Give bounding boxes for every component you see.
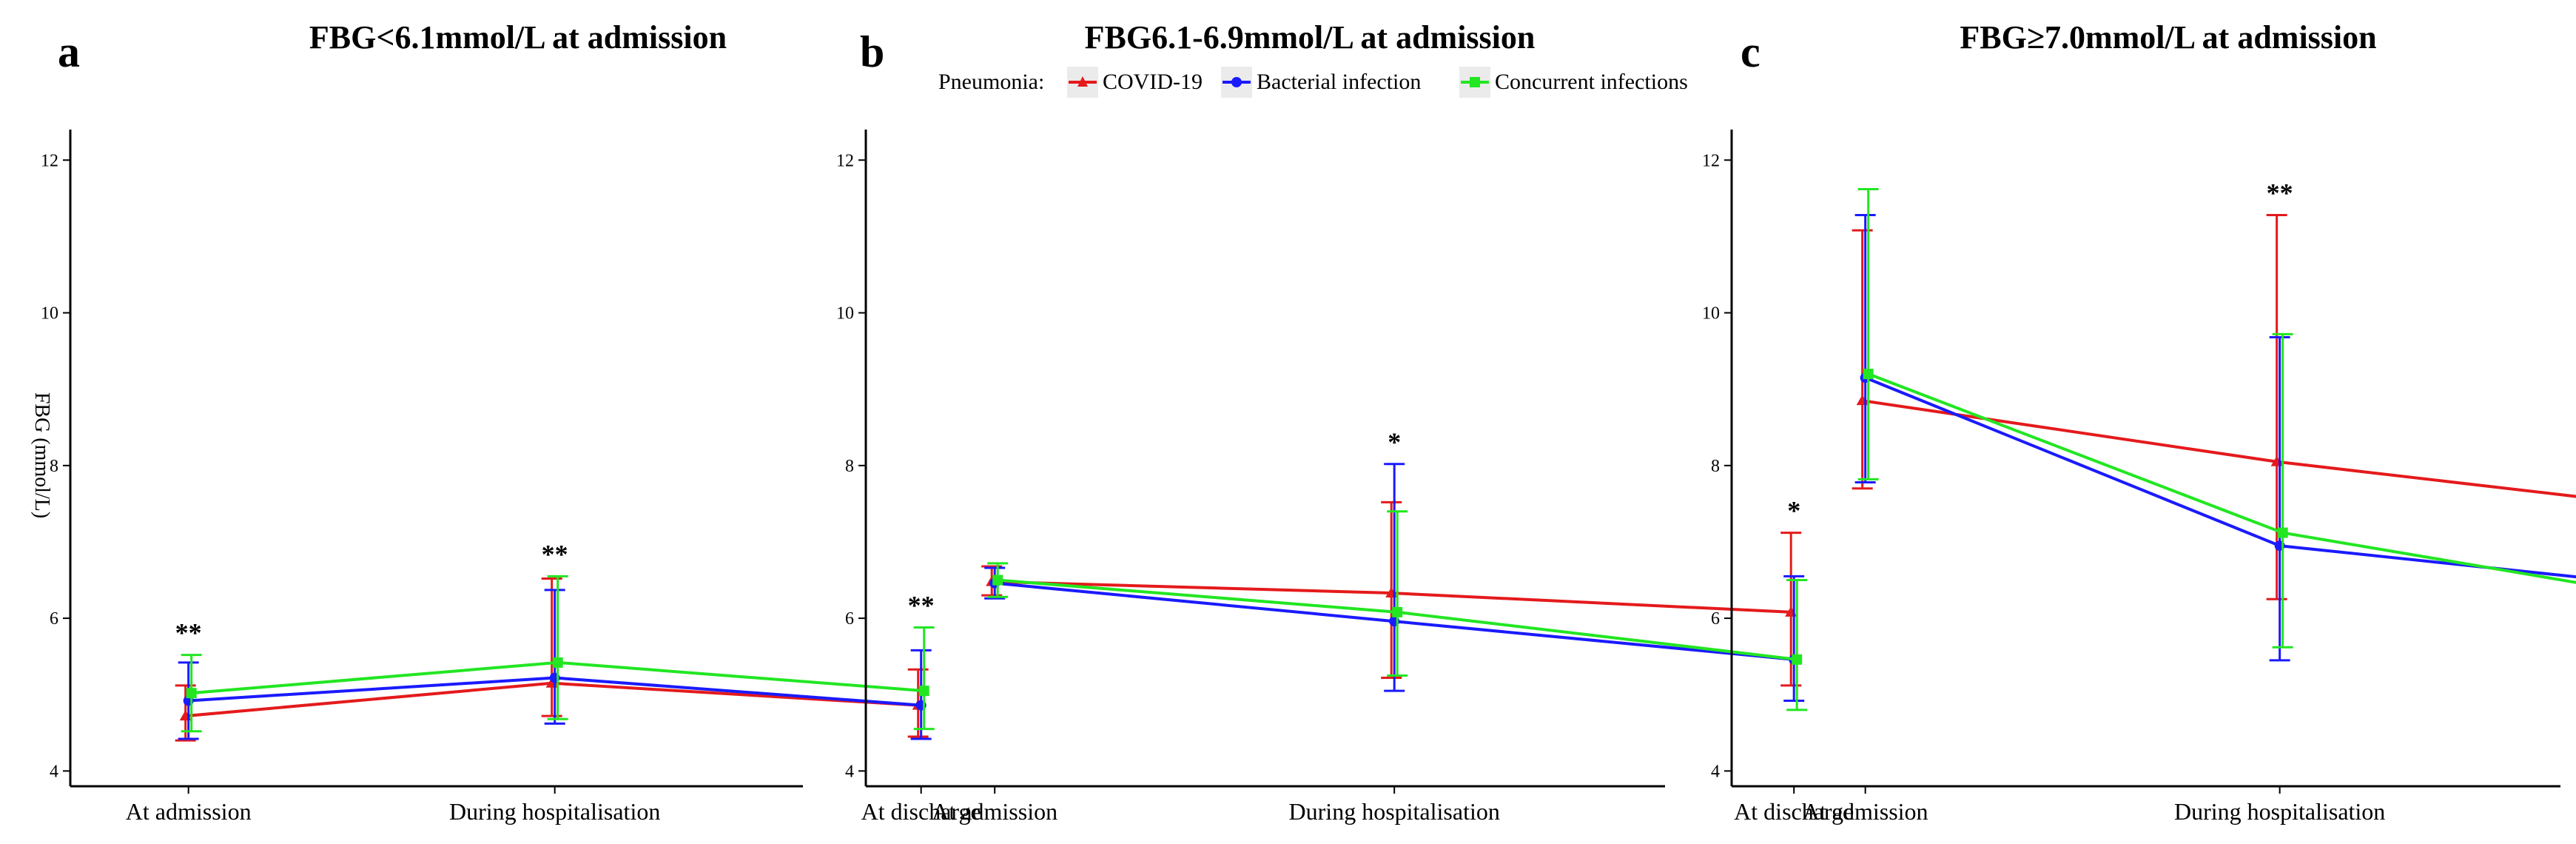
- legend-entry-concurrent: Concurrent infections: [1495, 70, 1688, 94]
- legend-title: Pneumonia:: [938, 70, 1044, 94]
- y-tick-label: 12: [41, 151, 58, 170]
- x-tick-label: At admission: [932, 798, 1057, 825]
- y-tick-label: 8: [1711, 457, 1720, 476]
- legend-entry-bacterial: Bacterial infection: [1257, 70, 1421, 94]
- panels: FBG<6.1mmol/L at admission a 4 6 8 10 12 At adm…: [41, 19, 2576, 825]
- panel-title: FBG6.1-6.9mmol/L at admission: [1085, 19, 1536, 56]
- x-tick-label: During hospitalisation: [1289, 798, 1500, 825]
- legend-key-concurrent-marker: [1470, 77, 1480, 87]
- data-point: [552, 657, 563, 668]
- panel-c: FBG≥7.0mmol/L at admission c 4 6 8 10 12 At adm…: [1702, 19, 2576, 825]
- data-point: [186, 688, 197, 699]
- series-covid-19: [1852, 214, 2576, 600]
- y-tick-label: 10: [1702, 304, 1720, 324]
- series-concurrent-infections: [987, 510, 1808, 711]
- y-tick-label: 6: [50, 609, 58, 629]
- significance-marker: *: [1388, 427, 1401, 457]
- legend-key-bacterial-marker: [1231, 77, 1242, 87]
- x-tick-label: At admission: [1803, 798, 1928, 825]
- x-tick-label: During hospitalisation: [449, 798, 660, 825]
- x-tick-label: At admission: [126, 798, 252, 825]
- y-tick-label: 8: [50, 457, 58, 476]
- y-tick-label: 12: [1702, 151, 1720, 170]
- legend-entry-covid: COVID-19: [1103, 70, 1203, 94]
- x-tick-label: During hospitalisation: [2174, 798, 2385, 825]
- panel-a: FBG<6.1mmol/L at admission a 4 6 8 10 12 At adm…: [41, 19, 981, 825]
- data-point: [2277, 527, 2288, 538]
- legend: Pneumonia: COVID-19 Bacterial infection …: [938, 67, 1688, 98]
- y-axis-label: FBG (mmol/L): [30, 392, 53, 518]
- y-tick-label: 4: [50, 762, 58, 781]
- significance-marker: **: [908, 590, 935, 620]
- data-point: [1392, 606, 1403, 617]
- y-tick-label: 6: [1711, 609, 1720, 629]
- series-concurrent-infections: [1857, 187, 2576, 649]
- y-tick-label: 12: [836, 151, 854, 170]
- series-bacterial-infection: [1854, 214, 2576, 662]
- y-tick-label: 6: [845, 609, 854, 629]
- series-bacterial-infection: [984, 463, 1805, 702]
- series-line: [1867, 372, 2576, 584]
- x-tick-label: At discharge: [861, 798, 981, 825]
- significance-marker: **: [542, 539, 568, 569]
- panel-letter: a: [58, 27, 80, 76]
- legend-key-covid-marker: [1077, 76, 1088, 87]
- panel-title: FBG<6.1mmol/L at admission: [309, 19, 727, 56]
- significance-marker: **: [175, 618, 202, 648]
- y-tick-label: 10: [41, 304, 58, 324]
- data-point: [992, 575, 1003, 586]
- y-tick-label: 4: [845, 762, 854, 781]
- significance-marker: **: [2267, 178, 2293, 208]
- panel-letter: c: [1741, 27, 1761, 76]
- series-line: [1862, 399, 2576, 498]
- data-point: [1863, 369, 1874, 380]
- data-point: [1792, 654, 1803, 665]
- y-tick-label: 10: [836, 304, 854, 324]
- series-covid-19: [175, 577, 929, 742]
- panel-b: FBG6.1-6.9mmol/L at admission b 4 6 8 10 12 At …: [836, 19, 1854, 825]
- series-concurrent-infections: [181, 575, 935, 733]
- y-tick-label: 4: [1711, 762, 1720, 781]
- data-point: [918, 686, 929, 697]
- panel-letter: b: [860, 27, 884, 76]
- significance-marker: *: [1787, 496, 1800, 526]
- y-tick-label: 8: [845, 457, 854, 476]
- x-tick-label: At discharge: [1734, 798, 1854, 825]
- panel-title: FBG≥7.0mmol/L at admission: [1960, 19, 2376, 56]
